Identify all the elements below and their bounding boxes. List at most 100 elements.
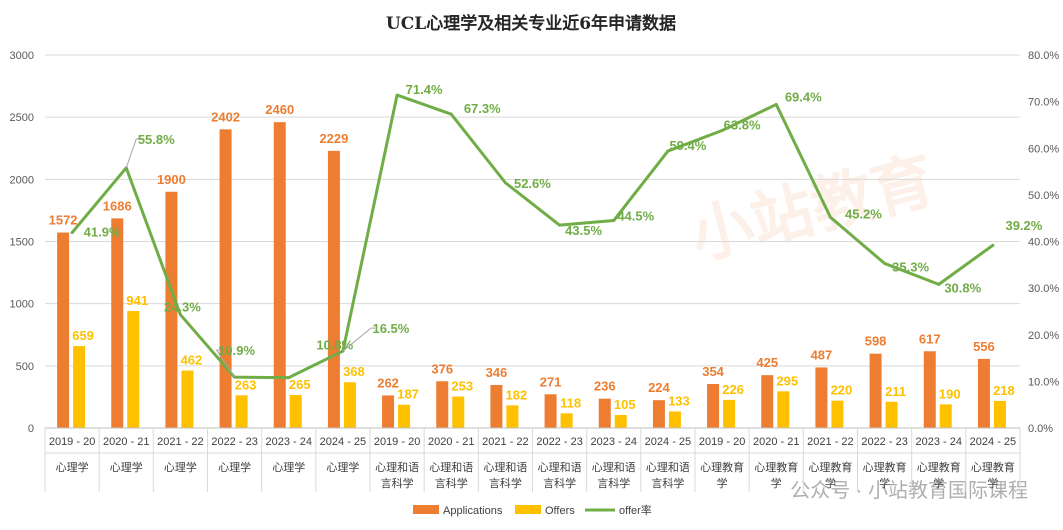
x-program-label: 心理学 — [164, 460, 197, 474]
applications-value-label: 556 — [973, 339, 995, 354]
y-axis-left: 0 500 1000 1500 2000 2500 3000 — [10, 50, 34, 435]
rate-label-leader — [215, 349, 235, 378]
x-program-label: 心理和语 — [429, 461, 473, 474]
x-program-label: 学 — [771, 476, 782, 490]
offers-bar — [831, 400, 844, 428]
rate-value-label: 71.4% — [406, 82, 443, 97]
applications-value-label: 1686 — [103, 198, 132, 213]
legend-rate-label: offer率 — [619, 503, 652, 517]
rate-value-label: 16.5% — [372, 321, 409, 336]
offers-bar — [289, 395, 302, 428]
legend-applications-label: Applications — [443, 505, 503, 517]
offer-rate-point — [287, 376, 291, 380]
offer-rate-point — [395, 93, 399, 97]
offers-bar — [993, 400, 1006, 428]
y-right-tick-label: 80.0% — [1028, 50, 1059, 62]
watermark-brand: 小站教育 — [684, 146, 941, 273]
offer-rate-point — [70, 231, 74, 235]
y-right-tick-label: 30.0% — [1028, 283, 1059, 295]
rate-value-label: 39.2% — [1005, 218, 1042, 233]
applications-bar — [707, 383, 720, 428]
applications-bar — [111, 218, 124, 428]
offers-value-label: 133 — [668, 393, 690, 408]
offers-bar — [398, 404, 411, 428]
x-program-label: 心理学 — [218, 460, 251, 474]
x-year-label: 2019 - 20 — [374, 436, 420, 448]
x-year-label: 2023 - 24 — [916, 436, 962, 448]
offers-value-label: 941 — [126, 293, 148, 308]
x-year-label: 2024 - 25 — [645, 436, 691, 448]
applications-bar — [165, 191, 178, 428]
offers-value-label: 253 — [451, 379, 473, 394]
x-program-label: 学 — [933, 476, 944, 490]
offers-value-label: 659 — [72, 328, 94, 343]
offers-bar — [452, 396, 465, 428]
applications-bar — [815, 367, 828, 428]
applications-value-label: 598 — [865, 334, 887, 349]
applications-bar — [923, 351, 936, 428]
applications-value-label: 224 — [648, 380, 670, 395]
offers-value-label: 190 — [939, 386, 961, 401]
offers-value-label: 218 — [993, 383, 1015, 398]
x-program-label: 心理学 — [56, 460, 89, 474]
offers-value-label: 462 — [181, 353, 203, 368]
x-program-label: 心理教育 — [808, 460, 852, 474]
offers-value-label: 182 — [506, 387, 528, 402]
data-labels: 1572 659 1686 941 1900 462 2402 263 2460 265 2229 3… — [49, 82, 1043, 412]
applications-value-label: 425 — [756, 355, 778, 370]
y-left-tick-label: 1500 — [10, 237, 34, 249]
x-program-label: 心理学 — [110, 460, 143, 474]
offer-rate-point — [666, 149, 670, 153]
x-program-label: 言科学 — [597, 476, 630, 490]
y-right-tick-label: 50.0% — [1028, 190, 1059, 202]
applications-bar — [382, 395, 395, 428]
rate-value-label: 45.2% — [845, 206, 882, 221]
x-program-label: 言科学 — [651, 476, 684, 490]
rate-value-label: 41.9% — [84, 225, 121, 240]
applications-value-label: 1900 — [157, 172, 186, 187]
chart-title: UCL心理学及相关专业近6年申请数据 — [386, 13, 676, 34]
x-program-label: 心理教育 — [917, 460, 961, 474]
applications-bar — [761, 375, 774, 428]
offer-rate-point — [828, 215, 832, 219]
y-left-tick-label: 500 — [16, 361, 34, 373]
applications-value-label: 2460 — [265, 102, 294, 117]
rate-value-label: 43.5% — [565, 223, 602, 238]
offers-value-label: 187 — [397, 387, 419, 402]
y-right-tick-label: 20.0% — [1028, 330, 1059, 342]
legend-applications-swatch — [413, 505, 439, 514]
x-year-label: 2022 - 23 — [211, 436, 257, 448]
rate-value-label: 44.5% — [617, 209, 654, 224]
offers-bar — [73, 346, 86, 428]
y-left-tick-label: 0 — [28, 423, 34, 435]
rate-value-label: 35.3% — [892, 259, 929, 274]
x-program-label: 心理教育 — [971, 460, 1015, 474]
y-left-tick-label: 3000 — [10, 50, 34, 62]
legend-offers-swatch — [515, 505, 541, 514]
x-program-label: 心理学 — [326, 460, 359, 474]
x-program-label: 学 — [987, 476, 998, 490]
applications-value-label: 617 — [919, 331, 941, 346]
x-year-label: 2020 - 21 — [428, 436, 474, 448]
offers-value-label: 295 — [776, 373, 798, 388]
applications-bar — [273, 122, 286, 428]
offer-rate-point — [991, 243, 995, 247]
offer-rate-point — [178, 313, 182, 317]
y-right-tick-label: 60.0% — [1028, 143, 1059, 155]
offers-value-label: 105 — [614, 397, 636, 412]
y-right-tick-label: 40.0% — [1028, 237, 1059, 249]
applications-value-label: 2402 — [211, 109, 240, 124]
offers-bar — [723, 399, 736, 428]
offers-value-label: 226 — [722, 382, 744, 397]
x-program-label: 学 — [717, 476, 728, 490]
applications-bar — [327, 150, 340, 428]
applications-bar — [436, 381, 449, 428]
x-year-label: 2021 - 22 — [482, 436, 528, 448]
bar-series — [57, 122, 1006, 429]
offers-bar — [939, 404, 952, 428]
x-axis: 2019 - 20 心理学 2020 - 21 心理学 2021 - 22 心理学 2022… — [44, 427, 1021, 492]
offers-bar — [343, 382, 356, 428]
rate-value-label: 52.6% — [514, 176, 551, 191]
offer-rate-polyline — [70, 93, 994, 380]
